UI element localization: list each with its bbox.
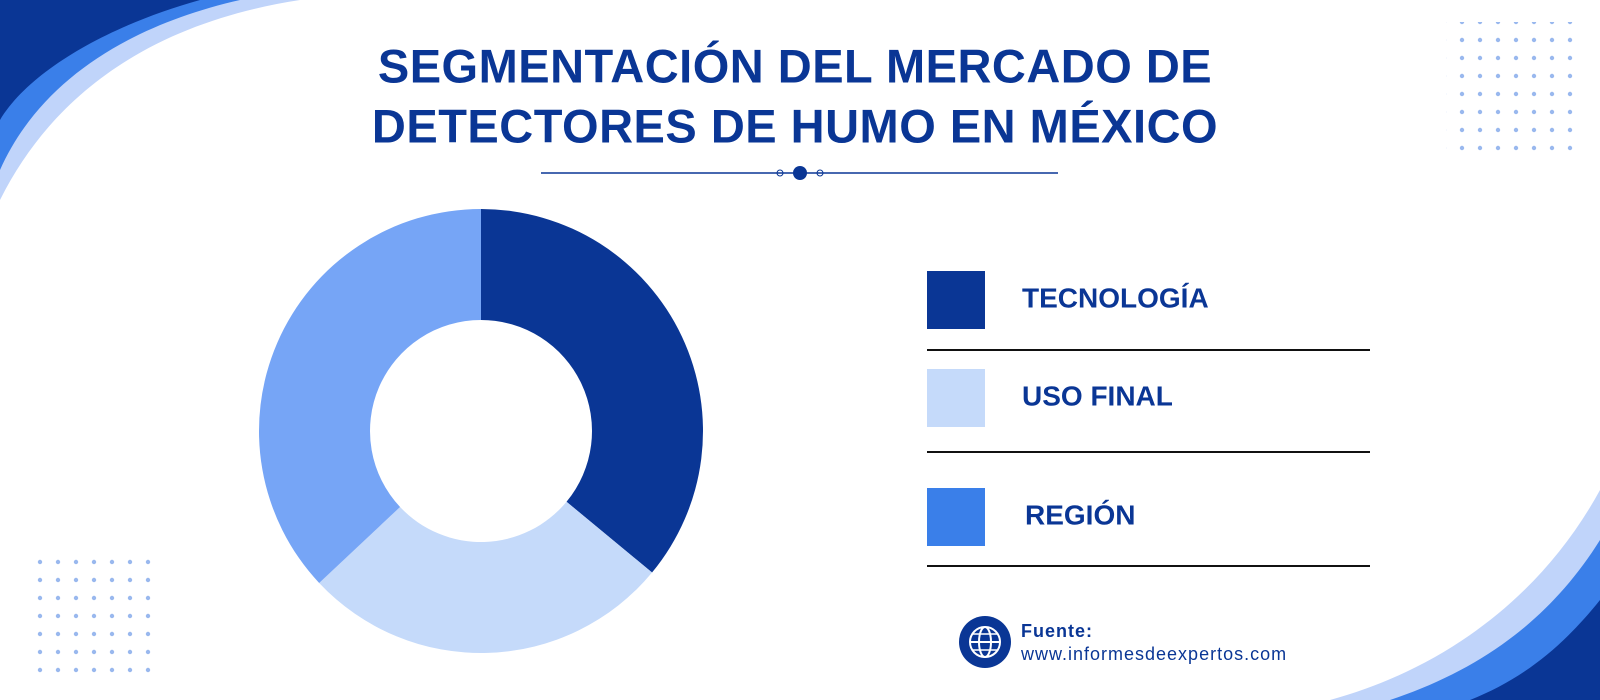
legend-label: USO FINAL xyxy=(1022,380,1173,411)
legend-swatch xyxy=(927,488,985,546)
chart-title: SEGMENTACIÓN DEL MERCADO DE xyxy=(378,39,1212,92)
donut-slice xyxy=(481,209,703,573)
donut-slice xyxy=(319,501,653,653)
legend-label: TECNOLOGÍA xyxy=(1022,282,1209,313)
legend-swatch xyxy=(927,369,985,427)
legend-label: REGIÓN xyxy=(1025,499,1135,530)
source-label: Fuente: xyxy=(1021,621,1093,641)
source-url: www.informesdeexpertos.com xyxy=(1020,644,1287,664)
donut-slice xyxy=(259,209,481,583)
chart-title: DETECTORES DE HUMO EN MÉXICO xyxy=(372,99,1218,152)
legend-swatch xyxy=(927,271,985,329)
source xyxy=(959,616,1011,668)
